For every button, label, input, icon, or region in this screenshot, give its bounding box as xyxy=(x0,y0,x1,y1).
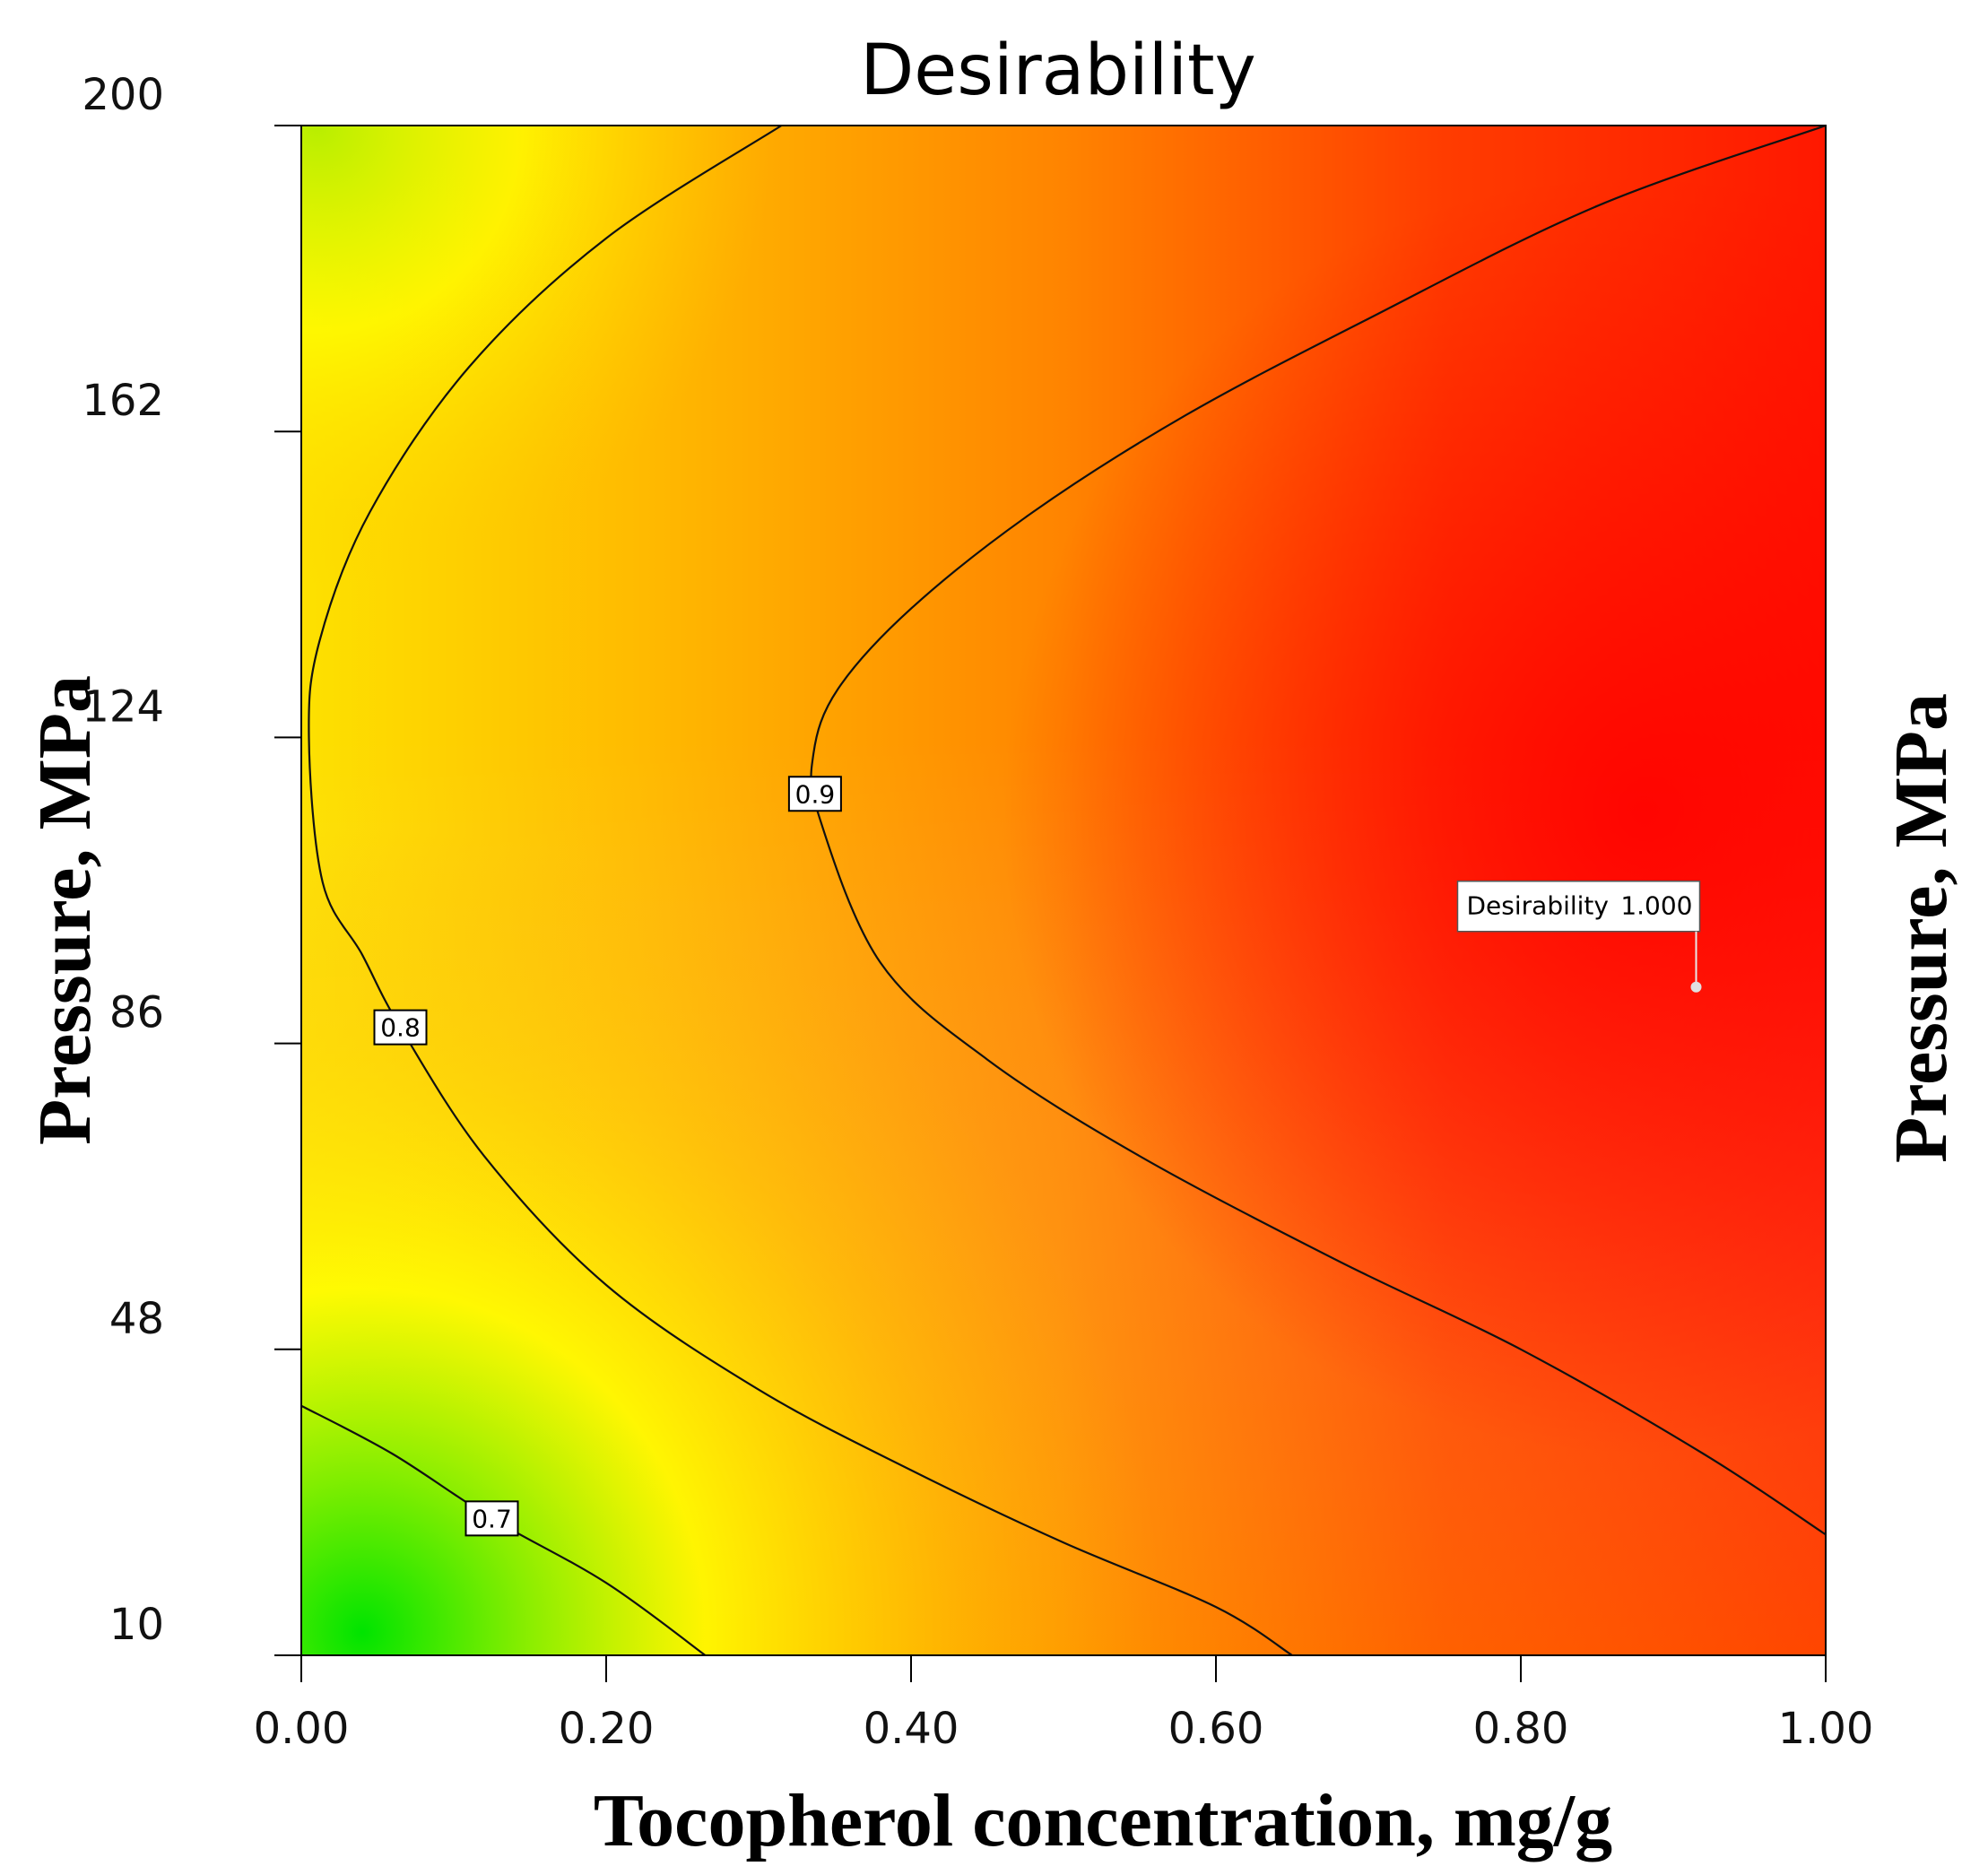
y-tick-label: 124 xyxy=(82,681,164,732)
contour-label: 0.9 xyxy=(795,779,836,809)
contour-label-box xyxy=(464,1500,519,1537)
x-axis-label: Tocopherol concentration, mg/g xyxy=(594,1779,1612,1862)
y-tick-label: 162 xyxy=(82,376,164,426)
contour-label-box xyxy=(787,776,842,812)
optimum-label-box xyxy=(1456,880,1701,933)
contour-label-box xyxy=(373,1009,428,1046)
y-axis-label-right: Pressure, MPa xyxy=(1879,693,1963,1163)
x-tick-label: 0.60 xyxy=(1168,1704,1264,1754)
contour-labels: 0.7 0.8 0.9 xyxy=(373,776,842,1537)
optimum-label: Desirability xyxy=(1467,891,1609,921)
optimum-point xyxy=(1690,981,1702,993)
y-tick-label: 200 xyxy=(82,70,164,120)
y-tick-label: 48 xyxy=(109,1294,164,1344)
contour-label: 0.8 xyxy=(380,1013,421,1043)
x-tick-label: 1.00 xyxy=(1778,1704,1874,1754)
optimum-value: 1.000 xyxy=(1620,891,1692,921)
chart-title: Desirability xyxy=(860,30,1256,111)
plot-frame xyxy=(300,125,1827,1656)
contour-line-0.8 xyxy=(308,126,1293,1655)
y-tick-label: 10 xyxy=(109,1600,164,1650)
contour-label: 0.7 xyxy=(472,1504,512,1533)
x-tick-label: 0.20 xyxy=(559,1704,655,1754)
y-axis: 10 48 86 124 162 200 xyxy=(82,70,301,1656)
y-tick-label: 86 xyxy=(109,988,164,1038)
x-tick-label: 0.00 xyxy=(254,1704,350,1754)
x-axis: 0.00 0.20 0.40 0.60 0.80 1.00 xyxy=(254,1655,1874,1754)
optimum-flag: Desirability 1.000 xyxy=(1456,880,1702,993)
x-tick-label: 0.40 xyxy=(864,1704,959,1754)
x-tick-label: 0.80 xyxy=(1473,1704,1569,1754)
y-axis-label: Pressure, MPa xyxy=(23,675,107,1145)
